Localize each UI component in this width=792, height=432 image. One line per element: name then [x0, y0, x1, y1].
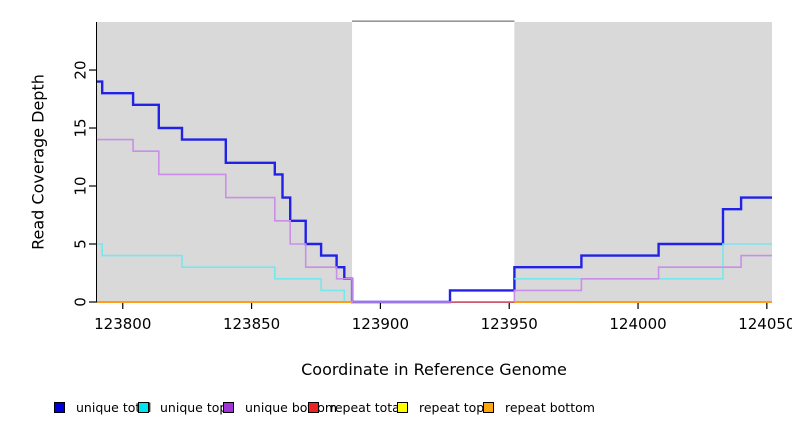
legend-label-repeat-bottom: repeat bottom: [505, 399, 595, 415]
legend-swatch-repeat-total: [308, 401, 319, 413]
x-tick-label-123950: 123950: [481, 315, 538, 333]
legend-label-repeat-top: repeat top: [419, 399, 485, 415]
legend-label-unique-top: unique top: [160, 399, 228, 415]
legend-item-repeat-top: repeat top: [397, 399, 485, 415]
y-tick-label-20: 20: [72, 60, 90, 79]
x-tick-label-123800: 123800: [94, 315, 151, 333]
legend-label-repeat-total: repeat total: [330, 399, 404, 415]
legend-swatch-repeat-bottom: [483, 401, 494, 413]
covered-region-shading-0: [97, 22, 353, 302]
y-tick-label-0: 0: [72, 297, 90, 307]
legend-label-unique-total: unique total: [76, 399, 152, 415]
covered-region-shading-1: [514, 22, 772, 302]
x-axis-title: Coordinate in Reference Genome: [301, 360, 567, 379]
y-tick-label-10: 10: [72, 176, 90, 195]
y-tick-label-15: 15: [72, 118, 90, 137]
legend-item-repeat-bottom: repeat bottom: [483, 399, 595, 415]
x-tick-label-124000: 124000: [609, 315, 666, 333]
series-unique-total-line: [97, 80, 772, 304]
legend-swatch-unique-bottom: [223, 401, 234, 413]
y-tick-label-5: 5: [72, 239, 90, 249]
x-tick-label-123900: 123900: [352, 315, 409, 333]
legend-swatch-repeat-top: [397, 401, 408, 413]
legend-item-repeat-total: repeat total: [308, 399, 404, 415]
legend-swatch-unique-total: [54, 401, 65, 413]
series-unique-bottom-line: [97, 138, 772, 303]
x-tick-label-124050: 124050: [738, 315, 792, 333]
y-axis-title: Read Coverage Depth: [28, 74, 48, 250]
legend-item-unique-top: unique top: [138, 399, 228, 415]
x-tick-label-123850: 123850: [223, 315, 280, 333]
legend-item-unique-total: unique total: [54, 399, 152, 415]
legend-swatch-unique-top: [138, 401, 149, 413]
